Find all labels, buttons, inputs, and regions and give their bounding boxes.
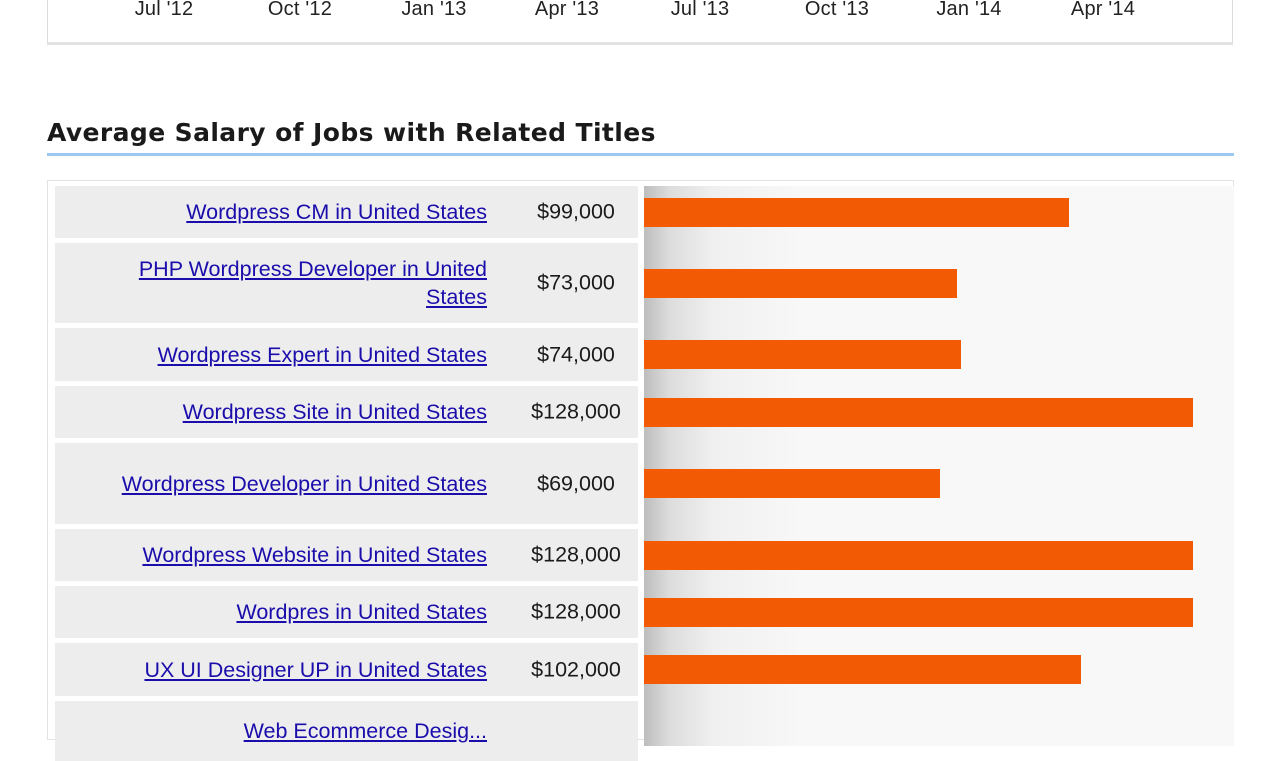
salary-bar <box>644 197 1069 227</box>
salary-row: Wordpress Site in United States $128,000 <box>55 386 638 438</box>
salary-row: Wordpress Developer in United States $69,… <box>55 443 638 524</box>
job-title-link[interactable]: UX UI Designer UP in United States <box>144 657 487 682</box>
job-title-link[interactable]: Web Ecommerce Desig... <box>243 719 487 743</box>
salary-value: $128,000 <box>531 399 621 424</box>
salary-row: UX UI Designer UP in United States $102,0… <box>55 643 638 696</box>
section-title: Average Salary of Jobs with Related Titl… <box>47 118 656 147</box>
axis-tick-label: Jul '12 <box>134 0 194 20</box>
salary-value: $74,000 <box>537 342 615 366</box>
title-divider <box>47 153 1234 156</box>
salary-row: PHP Wordpress Developer in United States… <box>55 243 638 323</box>
salary-row: Web Ecommerce Desig... <box>55 701 638 761</box>
axis-tick-label: Oct '13 <box>804 0 870 20</box>
timeline-panel: Jul '12 Oct '12 Jan '13 Apr '13 Jul '13 Oct '… <box>47 0 1233 45</box>
job-title-link[interactable]: Wordpress Developer in United States <box>121 471 487 496</box>
salary-value: $128,000 <box>531 542 621 567</box>
job-title-link[interactable]: Wordpres in United States <box>236 600 487 624</box>
axis-tick-label: Jan '13 <box>401 0 467 20</box>
salary-bar <box>644 397 1193 427</box>
salary-table: Wordpress CM in United States $99,000 PHP … <box>47 180 1234 761</box>
job-title-link[interactable]: PHP Wordpress Developer in United States <box>138 257 487 309</box>
salary-bar <box>644 540 1193 570</box>
axis-tick-label: Oct '12 <box>267 0 333 20</box>
job-title-link[interactable]: Wordpress CM in United States <box>186 200 487 224</box>
salary-bar <box>644 268 957 298</box>
salary-bar <box>644 655 1081 684</box>
salary-bar <box>644 597 1193 627</box>
axis-tick-label: Apr '13 <box>534 0 600 20</box>
salary-value: $73,000 <box>537 270 615 295</box>
job-title-link[interactable]: Wordpress Website in United States <box>142 543 487 567</box>
salary-value: $99,000 <box>537 199 615 224</box>
salary-row: Wordpress CM in United States $99,000 <box>55 186 638 238</box>
salary-row: Wordpres in United States $128,000 <box>55 586 638 638</box>
job-title-link[interactable]: Wordpress Site in United States <box>182 400 487 424</box>
job-title-link[interactable]: Wordpress Expert in United States <box>157 342 487 367</box>
salary-value: $102,000 <box>531 657 621 681</box>
axis-tick-label: Jul '13 <box>670 0 730 20</box>
salary-row: Wordpress Website in United States $128,0… <box>55 529 638 581</box>
bar-area <box>644 186 1234 746</box>
salary-bar <box>644 469 940 498</box>
salary-value: $69,000 <box>537 471 615 495</box>
axis-tick-label: Jan '14 <box>936 0 1002 20</box>
axis-tick-label: Apr '14 <box>1070 0 1136 20</box>
salary-value: $128,000 <box>531 599 621 624</box>
salary-bar <box>644 340 961 369</box>
salary-row: Wordpress Expert in United States $74,000 <box>55 328 638 381</box>
